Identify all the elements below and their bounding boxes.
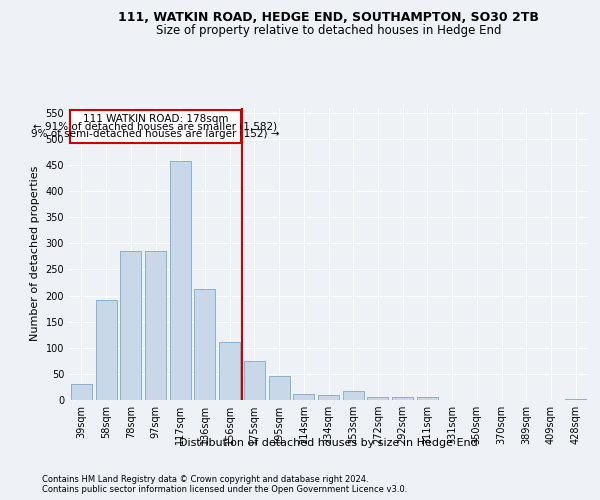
Bar <box>244 361 265 400</box>
Text: 9% of semi-detached houses are larger (152) →: 9% of semi-detached houses are larger (1… <box>31 129 280 139</box>
Bar <box>95 300 116 400</box>
Bar <box>565 399 586 400</box>
Bar <box>170 161 191 400</box>
Bar <box>219 342 240 400</box>
Y-axis label: Number of detached properties: Number of detached properties <box>30 166 40 342</box>
Bar <box>71 384 92 400</box>
Bar <box>343 390 364 400</box>
Text: 111 WATKIN ROAD: 178sqm: 111 WATKIN ROAD: 178sqm <box>83 114 228 124</box>
Bar <box>145 251 166 400</box>
Bar <box>120 251 141 400</box>
Text: Contains public sector information licensed under the Open Government Licence v3: Contains public sector information licen… <box>42 484 407 494</box>
Bar <box>269 376 290 400</box>
Text: 111, WATKIN ROAD, HEDGE END, SOUTHAMPTON, SO30 2TB: 111, WATKIN ROAD, HEDGE END, SOUTHAMPTON… <box>118 11 539 24</box>
Bar <box>293 394 314 400</box>
Text: Contains HM Land Registry data © Crown copyright and database right 2024.: Contains HM Land Registry data © Crown c… <box>42 474 368 484</box>
Bar <box>417 398 438 400</box>
Text: ← 91% of detached houses are smaller (1,582): ← 91% of detached houses are smaller (1,… <box>34 122 278 132</box>
Text: Size of property relative to detached houses in Hedge End: Size of property relative to detached ho… <box>156 24 502 37</box>
Bar <box>194 288 215 400</box>
Text: Distribution of detached houses by size in Hedge End: Distribution of detached houses by size … <box>179 438 478 448</box>
Bar <box>318 395 339 400</box>
Bar <box>367 397 388 400</box>
Bar <box>392 398 413 400</box>
FancyBboxPatch shape <box>70 110 241 143</box>
